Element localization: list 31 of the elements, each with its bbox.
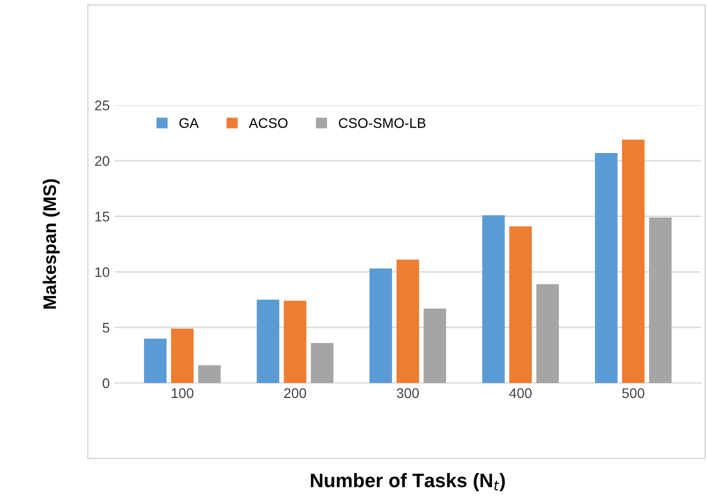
bar [509, 226, 532, 384]
bar [424, 308, 446, 384]
bar [649, 217, 672, 384]
bar [284, 300, 306, 384]
x-tick-label: 400 [509, 388, 532, 398]
bar [396, 260, 420, 384]
legend-label: GA [179, 118, 199, 128]
y-tick-label: 25 [95, 100, 110, 110]
x-tick-label: 200 [284, 388, 306, 398]
legend-label: CSO-SMO-LB [338, 118, 426, 128]
bar [622, 140, 645, 384]
x-axis-title: Number of Tasks (N$_{t}$) [310, 473, 505, 492]
y-tick-label: 20 [95, 156, 110, 166]
bar [198, 365, 221, 384]
y-tick-label: 10 [95, 267, 110, 278]
x-tick-label: 100 [172, 388, 194, 398]
x-tick-label: 300 [396, 388, 419, 398]
bar [171, 328, 194, 384]
legend-label: ACSO [248, 118, 288, 128]
bar [482, 215, 505, 384]
x-tick-label: 500 [622, 388, 644, 398]
bar [536, 284, 559, 384]
bar [594, 152, 618, 384]
bar [369, 268, 392, 384]
bar [256, 300, 280, 384]
y-tick-label: 5 [102, 322, 110, 333]
bar [310, 343, 334, 384]
bar [144, 338, 167, 384]
y-tick-label: 15 [95, 212, 110, 222]
y-axis-title: Makespan (MS) [42, 179, 60, 309]
y-tick-label: 0 [102, 378, 110, 388]
